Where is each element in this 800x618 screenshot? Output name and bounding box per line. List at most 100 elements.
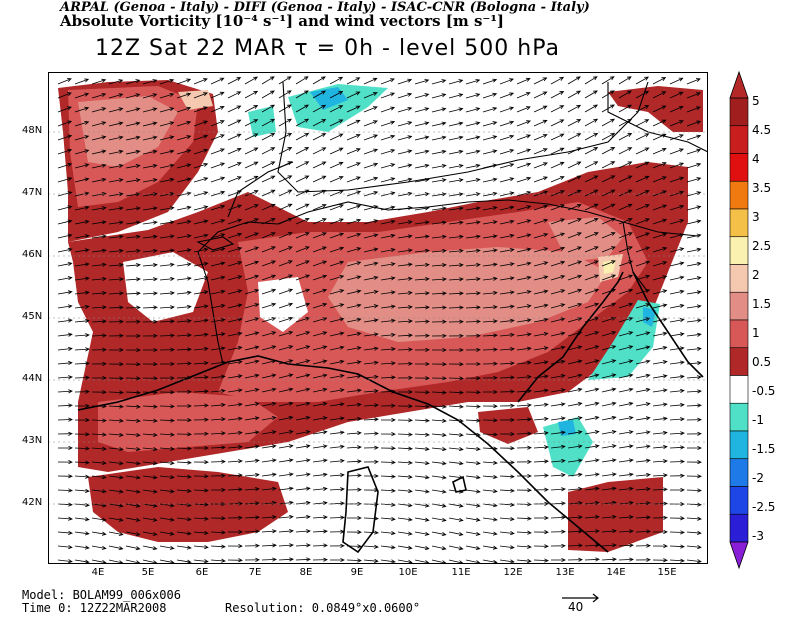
wind-arrow xyxy=(278,486,294,491)
wind-arrow xyxy=(482,92,498,99)
wind-arrow xyxy=(57,516,73,521)
wind-arrow xyxy=(516,516,532,521)
wind-arrow xyxy=(363,459,379,464)
wind-arrow xyxy=(635,204,650,211)
wind-arrow xyxy=(108,432,124,437)
wind-arrow xyxy=(295,557,311,562)
wind-arrow xyxy=(176,559,192,564)
wind-arrow xyxy=(499,417,515,422)
wind-arrow xyxy=(635,133,650,141)
wind-vectors xyxy=(57,76,702,565)
wind-arrow xyxy=(91,78,107,85)
wind-arrow xyxy=(295,189,310,197)
wind-arrow xyxy=(669,204,685,211)
wind-arrow xyxy=(176,517,192,522)
wind-arrow xyxy=(278,203,293,211)
wind-arrow xyxy=(652,204,668,211)
wind-arrow xyxy=(465,432,481,437)
wind-arrow xyxy=(210,275,226,281)
wind-arrow xyxy=(74,545,90,550)
wind-arrow xyxy=(380,347,396,352)
wind-arrow xyxy=(601,359,617,365)
wind-arrow xyxy=(363,403,379,408)
wind-arrow xyxy=(448,206,464,211)
wind-arrow xyxy=(567,133,582,141)
wind-arrow xyxy=(584,387,600,393)
wind-arrow xyxy=(108,545,124,551)
wind-arrow xyxy=(567,557,583,562)
wind-arrow xyxy=(431,517,447,522)
lat-label-46n: 46N xyxy=(22,249,43,260)
wind-arrow xyxy=(295,274,311,281)
wind-arrow xyxy=(347,515,362,521)
wind-arrow xyxy=(499,149,515,155)
wind-arrow xyxy=(652,515,668,520)
wind-arrow xyxy=(601,401,617,407)
wind-arrow xyxy=(635,472,651,477)
wind-arrow xyxy=(431,390,447,395)
wind-arrow xyxy=(278,274,294,281)
wind-arrow xyxy=(329,275,345,281)
wind-arrow xyxy=(295,345,311,351)
wind-arrow xyxy=(227,204,243,211)
wind-arrow xyxy=(618,218,633,225)
wind-arrow xyxy=(57,304,73,309)
wind-arrow xyxy=(533,431,549,436)
wind-arrow xyxy=(176,319,192,324)
colorbar-label-2: 2 xyxy=(752,268,760,282)
wind-arrow xyxy=(278,175,293,183)
wind-arrow xyxy=(414,79,430,85)
wind-arrow xyxy=(244,232,259,239)
wind-arrow xyxy=(261,529,277,534)
wind-arrow xyxy=(584,500,600,505)
wind-arrow xyxy=(414,489,430,494)
wind-arrow xyxy=(57,360,73,366)
wind-arrow xyxy=(312,119,327,127)
wind-arrow xyxy=(652,374,668,379)
wind-arrow xyxy=(261,557,277,562)
wind-arrow xyxy=(533,247,549,253)
wind-arrow xyxy=(499,531,515,536)
wind-arrow xyxy=(363,290,379,295)
wind-arrow xyxy=(57,488,73,493)
wind-arrow xyxy=(482,135,498,141)
wind-arrow xyxy=(397,474,413,479)
wind-arrow xyxy=(210,516,226,521)
wind-arrow xyxy=(618,246,633,253)
wind-arrow xyxy=(210,346,226,351)
wind-arrow xyxy=(516,304,532,309)
wind-arrow xyxy=(567,458,583,463)
wind-arrow xyxy=(193,460,209,465)
wind-arrow xyxy=(295,218,310,225)
wind-arrow xyxy=(397,206,413,211)
wind-arrow xyxy=(210,134,225,141)
wind-arrow xyxy=(533,332,549,337)
wind-arrow xyxy=(431,376,447,381)
wind-arrow xyxy=(550,232,566,239)
wind-arrow xyxy=(550,133,565,141)
wind-arrow xyxy=(261,444,277,449)
wind-arrow xyxy=(669,530,685,535)
wind-arrow xyxy=(397,446,413,451)
wind-arrow xyxy=(346,416,362,421)
wind-arrow xyxy=(193,92,208,99)
wind-arrow xyxy=(431,93,447,99)
wind-arrow xyxy=(652,345,668,351)
wind-arrow xyxy=(74,177,90,183)
wind-arrow xyxy=(159,206,175,211)
wind-arrow xyxy=(227,360,243,365)
wind-arrow xyxy=(380,106,396,113)
wind-arrow xyxy=(278,161,293,169)
wind-arrow xyxy=(516,148,532,155)
wind-arrow xyxy=(483,389,498,395)
wind-arrow xyxy=(669,120,684,127)
wind-arrow xyxy=(295,529,311,534)
wind-arrow xyxy=(57,219,73,225)
wind-arrow xyxy=(499,276,515,281)
wind-arrow xyxy=(414,107,430,113)
wind-arrow xyxy=(57,544,73,550)
wind-arrow xyxy=(618,133,633,141)
wind-arrow xyxy=(432,347,447,353)
wind-arrow xyxy=(108,163,124,169)
wind-arrow xyxy=(584,415,600,421)
